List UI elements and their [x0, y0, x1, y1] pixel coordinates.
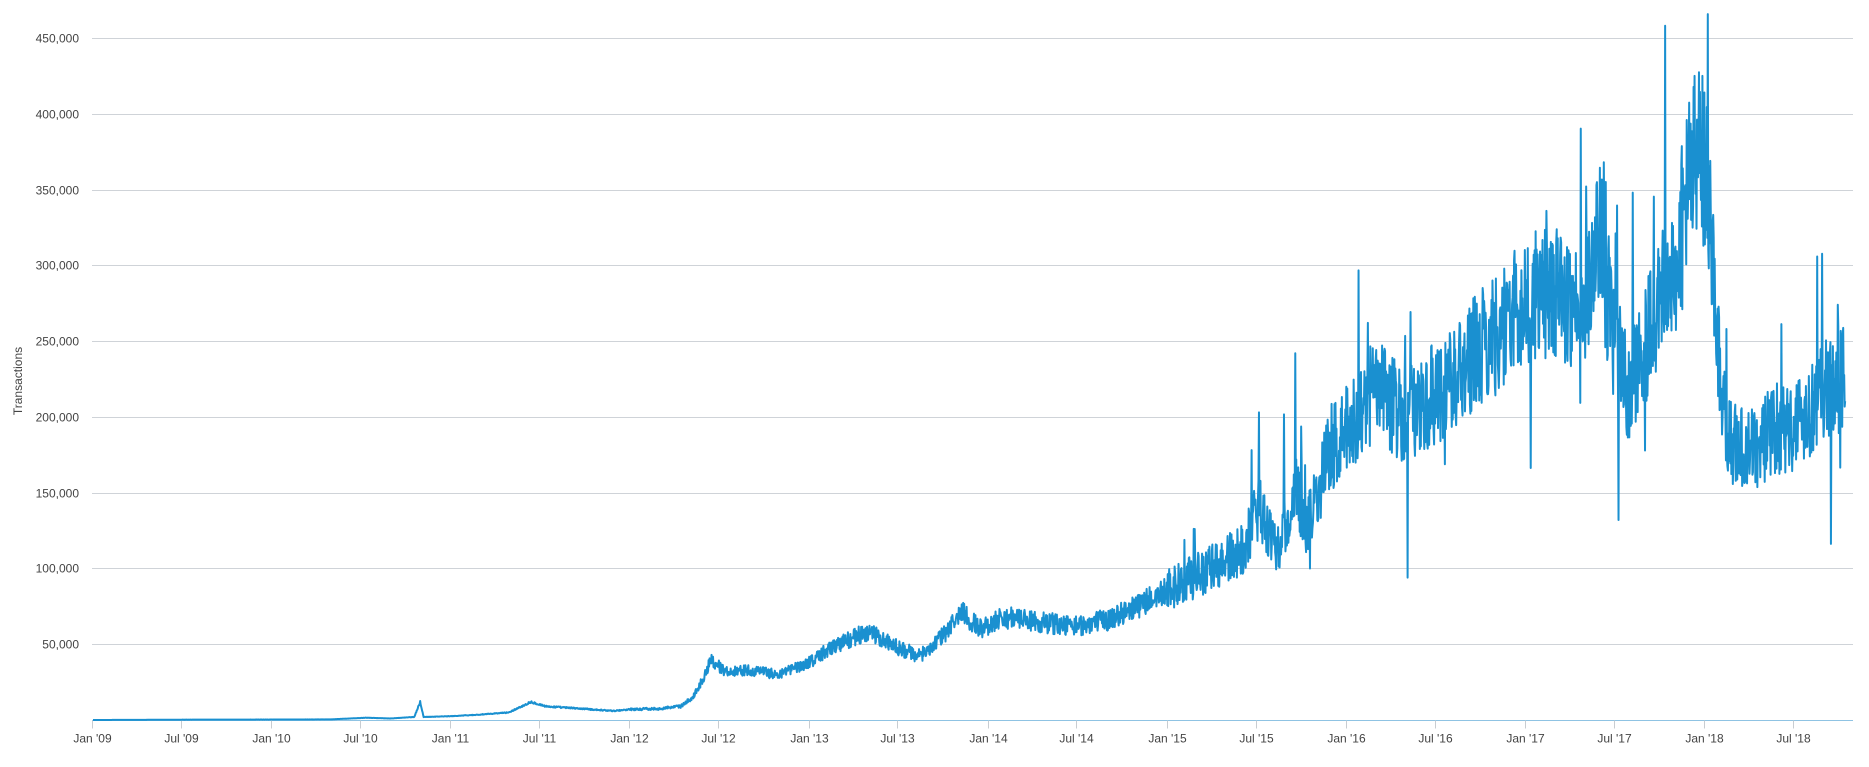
y-tick-label: 400,000 [36, 108, 80, 122]
x-tick-label: Jan '12 [610, 732, 649, 746]
axis-layer: 50,000 100,000 150,000 200,000 250,000 300,00… [36, 32, 1853, 746]
y-tick-label: 450,000 [36, 32, 80, 46]
x-tick-label: Jul '11 [523, 732, 557, 746]
x-tick-label: Jan '13 [790, 732, 829, 746]
x-tick-label: Jan '17 [1506, 732, 1545, 746]
y-tick-label: 200,000 [36, 411, 80, 425]
x-tick-label: Jan '18 [1685, 732, 1724, 746]
y-tick-label: 100,000 [36, 562, 80, 576]
x-tick-label: Jan '09 [73, 732, 112, 746]
x-tick-label: Jul '17 [1597, 732, 1632, 746]
x-tick-label: Jan '15 [1148, 732, 1187, 746]
y-axis-title: Transactions [11, 347, 25, 415]
y-tick-label: 250,000 [36, 335, 80, 349]
x-tick-label: Jul '14 [1059, 732, 1094, 746]
series-layer [92, 13, 1847, 721]
x-tick-label: Jul '10 [343, 732, 378, 746]
x-tick-label: Jan '14 [969, 732, 1008, 746]
x-tick-label: Jul '15 [1239, 732, 1274, 746]
y-tick-label: 300,000 [36, 259, 80, 273]
x-tick-label: Jul '16 [1418, 732, 1453, 746]
y-tick-label: 150,000 [36, 487, 80, 501]
x-tick-label: Jul '12 [701, 732, 736, 746]
x-tick-label: Jul '18 [1776, 732, 1811, 746]
x-tick-label: Jul '13 [880, 732, 915, 746]
x-tick-label: Jan '11 [432, 732, 470, 746]
x-tick-label: Jul '09 [164, 732, 199, 746]
y-tick-label: 50,000 [42, 638, 79, 652]
y-tick-label: 350,000 [36, 184, 80, 198]
series-line-transactions [92, 13, 1847, 721]
grid-layer [92, 38, 1853, 645]
x-tick-label: Jan '16 [1327, 732, 1366, 746]
x-tick-label: Jan '10 [252, 732, 291, 746]
